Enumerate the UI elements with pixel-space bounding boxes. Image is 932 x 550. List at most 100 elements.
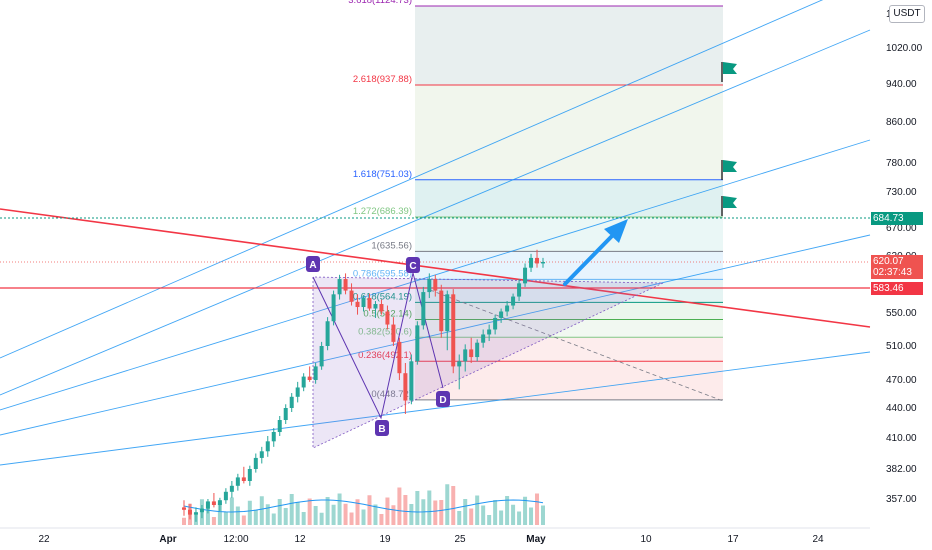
channel-line	[0, 234, 871, 436]
candle-body	[301, 376, 306, 388]
time-axis-tick: 12	[294, 534, 306, 545]
candle-body	[223, 491, 228, 501]
volume-bar	[535, 493, 540, 525]
price-axis-tick: 470.00	[886, 375, 917, 386]
volume-bar	[469, 508, 474, 525]
harmonic-pattern: A B C D	[306, 256, 664, 449]
volume-bar	[433, 500, 438, 525]
candle-body	[403, 373, 408, 401]
candle-body	[499, 311, 504, 318]
pattern-point-label: B	[378, 424, 385, 435]
candlestick-series	[182, 249, 545, 522]
target-arrow-head	[604, 219, 628, 243]
channel-line	[0, 0, 824, 359]
volume-bar	[325, 497, 330, 525]
volume-bar	[541, 505, 545, 525]
volume-bar	[457, 511, 462, 525]
candle-body	[259, 451, 264, 458]
candle-body	[397, 341, 402, 374]
volume-bar	[211, 517, 216, 525]
price-tag: 583.46	[871, 282, 923, 295]
fib-level-label: 0.786(595.58)	[353, 268, 412, 279]
price-axis-tick: 730.00	[886, 187, 917, 198]
target-arrow-shaft	[563, 234, 614, 286]
candle-body	[487, 329, 492, 335]
candle-body	[307, 376, 312, 380]
pattern-point-badge	[436, 391, 450, 407]
volume-bar	[217, 503, 222, 525]
volume-bar	[289, 494, 294, 525]
volume-bar	[397, 487, 402, 525]
candle-body	[211, 501, 216, 505]
candle-body	[193, 512, 198, 515]
volume-bar	[391, 505, 396, 525]
time-axis-tick: 12:00	[223, 534, 248, 545]
volume-bar	[367, 495, 372, 525]
volume-bar	[409, 504, 414, 525]
candle-body	[421, 292, 426, 326]
triangle-pattern	[312, 276, 664, 449]
fib-level-label: 0.382(520.6)	[358, 326, 412, 337]
candle-body	[517, 283, 522, 297]
fib-band	[415, 251, 723, 280]
candle-body	[199, 508, 204, 513]
volume-bar	[493, 500, 498, 525]
price-axis-tick: 860.00	[886, 117, 917, 128]
candle-body	[481, 334, 486, 343]
candle-body	[229, 485, 234, 492]
volume-bar	[205, 508, 210, 525]
fib-level-label: 0.236(492.1)	[358, 350, 412, 361]
candle-body	[241, 477, 246, 481]
volume-bar	[445, 484, 450, 525]
price-axis[interactable]: 11020.00940.00860.00780.00730.00670.0062…	[886, 9, 923, 505]
volume-bar	[481, 505, 486, 525]
descending-trend-line	[0, 208, 871, 328]
volume-bar	[349, 512, 354, 525]
pattern-point-badge	[375, 420, 389, 436]
fib-band	[415, 217, 723, 252]
candle-body	[535, 257, 540, 264]
candle-body	[391, 324, 396, 342]
volume-bar	[295, 502, 300, 525]
candle-body	[439, 290, 444, 332]
volume-bar	[529, 507, 534, 525]
price-axis-tick: 510.00	[886, 341, 917, 352]
volume-bar	[265, 504, 270, 525]
pattern-point-label: A	[309, 260, 316, 271]
volume-bar	[427, 490, 432, 525]
fib-level-label: 1(635.56)	[371, 240, 412, 251]
volume-bar	[259, 496, 264, 525]
candle-body	[343, 279, 348, 291]
price-axis-tick: 940.00	[886, 79, 917, 90]
currency-selector[interactable]: USDT	[889, 5, 925, 23]
candle-body	[361, 298, 366, 308]
fib-level-label: 3.618(1124.73)	[348, 0, 412, 6]
candle-body	[523, 267, 528, 284]
price-axis-tick: 780.00	[886, 158, 917, 169]
candle-body	[415, 325, 420, 362]
price-axis-tick: 382.00	[886, 464, 917, 475]
candle-body	[433, 279, 438, 291]
candle-body	[325, 321, 330, 346]
fibonacci-extension-bands	[415, 6, 723, 400]
candle-body	[319, 346, 324, 367]
candle-body	[217, 500, 222, 505]
candle-body	[331, 294, 336, 322]
candle-body	[337, 279, 342, 295]
annotations	[563, 62, 737, 286]
price-axis-tick: 550.00	[886, 308, 917, 319]
fib-band	[415, 337, 723, 362]
price-tag-value: 684.73	[873, 213, 904, 224]
candle-body	[427, 279, 432, 293]
abcd-pattern-path	[312, 272, 444, 420]
volume-bar	[271, 513, 276, 525]
time-axis-tick: Apr	[159, 534, 176, 545]
candle-body	[385, 311, 390, 325]
time-axis-tick: 22	[38, 534, 50, 545]
time-axis[interactable]: 22 Apr 12:00 12 19 25 May 10 17 24	[0, 527, 870, 545]
volume-bar	[301, 512, 306, 525]
fib-level-label: 2.618(937.88)	[353, 74, 412, 85]
candle-body	[265, 441, 270, 452]
fibonacci-extension-lines: 0(448.72)0.236(492.1)0.382(520.6)0.5(542…	[348, 0, 723, 401]
